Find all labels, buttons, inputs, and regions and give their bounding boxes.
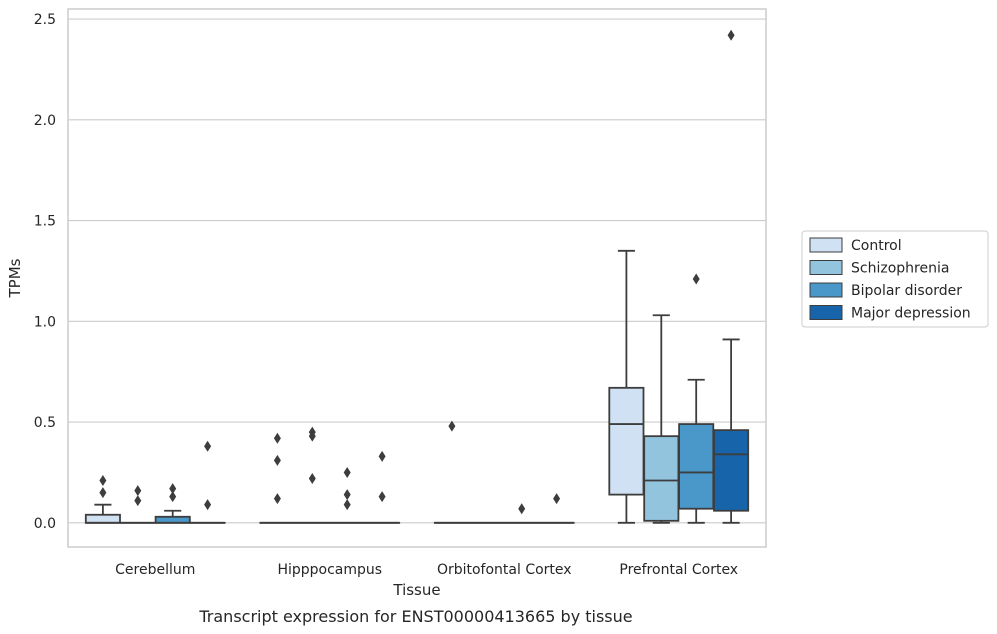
box-0-3 (189, 440, 226, 524)
outlier-point (343, 499, 351, 511)
x-tick-label: Prefrontal Cortex (619, 562, 738, 578)
outlier-point (518, 503, 526, 515)
plot-frame (67, 8, 767, 548)
box-2-2 (503, 503, 540, 524)
box-body (154, 515, 191, 524)
box-body (678, 423, 715, 510)
chart-caption: Transcript expression for ENST0000041366… (198, 607, 632, 626)
y-tick-label: 2.5 (34, 12, 56, 28)
outlier-point (553, 493, 561, 505)
box-1-3 (364, 450, 401, 524)
box-body (713, 429, 750, 512)
outlier-point (169, 491, 177, 503)
x-tick-label: Hipppocampus (277, 562, 382, 578)
outlier-point (308, 472, 316, 484)
outlier-point (273, 454, 281, 466)
box-3-0 (608, 249, 645, 524)
outlier-point (273, 432, 281, 444)
y-tick-label: 0.0 (34, 516, 56, 532)
x-tick-label: Orbitofontal Cortex (437, 562, 572, 578)
box-0-1 (119, 485, 156, 524)
outlier-point (169, 483, 177, 495)
legend-label: Bipolar disorder (851, 283, 962, 299)
y-tick-label: 1.0 (34, 314, 56, 330)
outlier-point (343, 466, 351, 478)
legend-frame (801, 230, 989, 328)
outlier-point (134, 485, 142, 497)
box-body (643, 435, 680, 522)
outlier-point (308, 426, 316, 438)
outlier-point (204, 440, 212, 452)
box-1-0 (259, 432, 296, 524)
grid-lines (68, 18, 766, 524)
box-1-2 (329, 466, 366, 524)
box-groups (84, 29, 750, 524)
box-3-1 (643, 314, 680, 524)
box-body (608, 386, 645, 496)
box-2-3 (538, 493, 575, 524)
outlier-point (692, 273, 700, 285)
box-body (84, 513, 121, 524)
outlier-point (204, 499, 212, 511)
y-tick-label: 2.0 (34, 113, 56, 129)
legend-swatch (809, 260, 843, 275)
outlier-point (448, 420, 456, 432)
outlier-point (727, 29, 735, 41)
x-tick-labels: Cerebellum Hipppocampus Orbitofontal Corte… (115, 562, 738, 578)
legend-swatch (809, 282, 843, 298)
box-3-2 (678, 273, 715, 524)
outlier-point (378, 450, 386, 462)
legend-label: Control (851, 238, 902, 254)
x-axis-label: Tissue (392, 581, 440, 599)
outlier-point (99, 487, 107, 499)
y-axis-label: TPMs (6, 258, 24, 298)
x-tick-label: Cerebellum (115, 562, 195, 578)
outlier-point (99, 475, 107, 487)
box-0-2 (154, 483, 191, 524)
legend-label: Schizophrenia (851, 261, 949, 277)
legend: Control Schizophrenia Bipolar disorder Majo… (801, 230, 989, 328)
legend-swatch (809, 305, 843, 320)
outlier-point (343, 489, 351, 501)
outlier-point (134, 495, 142, 507)
y-tick-label: 1.5 (34, 214, 56, 230)
box-1-1 (294, 426, 331, 524)
box-0-0 (84, 475, 121, 524)
legend-label: Major depression (851, 306, 971, 322)
legend-swatch (809, 237, 843, 253)
outlier-point (273, 493, 281, 505)
y-tick-labels: 0.0 0.5 1.0 1.5 2.0 2.5 (34, 12, 56, 532)
y-tick-label: 0.5 (34, 415, 56, 431)
box-3-3 (713, 29, 750, 524)
outlier-point (378, 491, 386, 503)
box-2-0 (433, 420, 470, 524)
